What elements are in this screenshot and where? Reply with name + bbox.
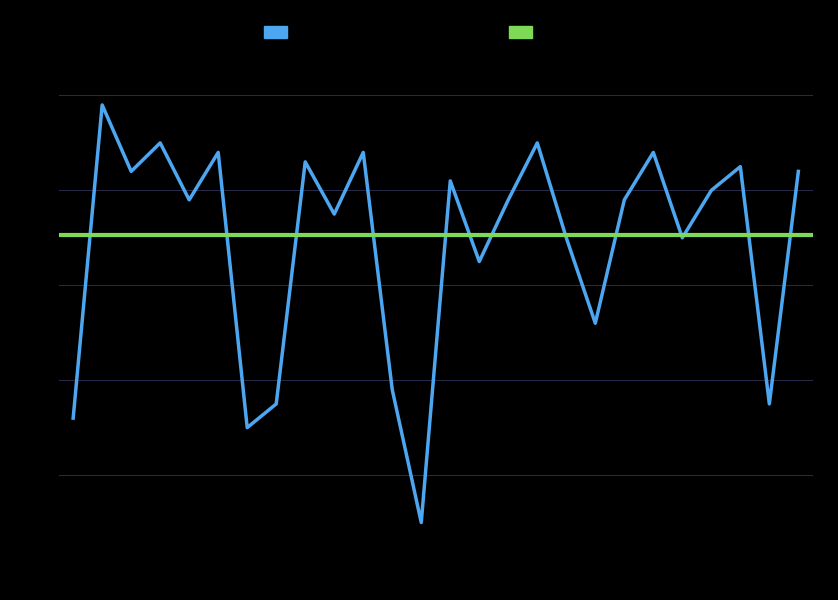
Legend: SP500 annual returns, Average: SP500 annual returns, Average	[258, 19, 613, 46]
